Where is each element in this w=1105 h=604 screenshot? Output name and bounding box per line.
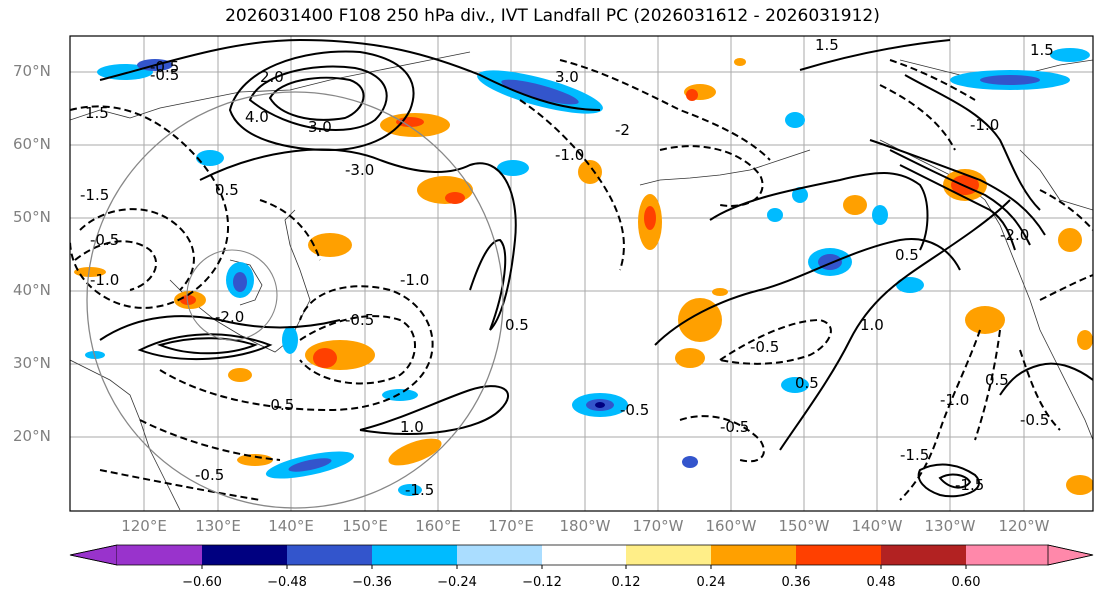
colorbar-tick-label: −0.60 bbox=[182, 575, 222, 590]
landfall-circle bbox=[86, 91, 504, 509]
contour-label: -0.5 bbox=[720, 418, 749, 436]
colorbar-extend-min bbox=[69, 544, 118, 566]
map-plot-area: -0.5 1.5 2.0 4.0 3.0 -3.0 3.0 -2 -1.0 -0… bbox=[70, 36, 1093, 511]
contour-label: -0.5 bbox=[1020, 411, 1049, 429]
positive-contours bbox=[99, 38, 1093, 498]
divergence-shading bbox=[74, 48, 1093, 496]
lon-label: 150°E bbox=[342, 517, 388, 535]
contour-label: -2.0 bbox=[1000, 226, 1029, 244]
contour-label: -0.5 bbox=[750, 338, 779, 356]
colorbar-swatch bbox=[881, 545, 966, 565]
contour-label: 0.5 bbox=[795, 374, 819, 392]
lon-label: 180°W bbox=[559, 517, 611, 535]
contour-label: -0.5 bbox=[620, 401, 649, 419]
contour-label: 4.0 bbox=[245, 108, 269, 126]
contour-label: -1.5 bbox=[900, 446, 929, 464]
contour-label: -0.5 bbox=[150, 66, 179, 84]
lat-label: 20°N bbox=[13, 427, 51, 445]
contour-label: -2.0 bbox=[215, 308, 244, 326]
contour-label: 1.5 bbox=[85, 104, 109, 122]
contour-label: -1.5 bbox=[80, 186, 109, 204]
colorbar-swatch bbox=[542, 545, 626, 565]
colorbar-tick-label: 0.48 bbox=[866, 575, 896, 590]
contour-label: 0.5 bbox=[505, 316, 529, 334]
contour-label: 3.0 bbox=[555, 68, 579, 86]
contour-label: 1.0 bbox=[400, 418, 424, 436]
contour-label: -0.5 bbox=[345, 311, 374, 329]
colorbar-swatch bbox=[711, 545, 796, 565]
colorbar-swatch bbox=[287, 545, 372, 565]
contour-label: 0.5 bbox=[985, 371, 1009, 389]
lat-label: 70°N bbox=[13, 62, 51, 80]
colorbar-swatch bbox=[372, 545, 457, 565]
contour-label: 0.5 bbox=[215, 181, 239, 199]
contour-label: -0.5 bbox=[90, 231, 119, 249]
lat-label: 60°N bbox=[13, 135, 51, 153]
contour-label: 1.5 bbox=[1030, 41, 1054, 59]
contour-label: -0.5 bbox=[195, 466, 224, 484]
contour-labels: -0.5 1.5 2.0 4.0 3.0 -3.0 3.0 -2 -1.0 -0… bbox=[80, 36, 1054, 499]
lat-label: 50°N bbox=[13, 208, 51, 226]
contour-label: -1.0 bbox=[90, 271, 119, 289]
contour-label: -1.5 bbox=[955, 476, 984, 494]
contour-label: 1.0 bbox=[860, 316, 884, 334]
lat-label: 30°N bbox=[13, 354, 51, 372]
lon-label: 140°E bbox=[268, 517, 314, 535]
colorbar-tick-label: −0.24 bbox=[437, 575, 477, 590]
map-frame bbox=[69, 35, 1094, 512]
lon-label: 160°W bbox=[705, 517, 757, 535]
lon-label: 160°E bbox=[415, 517, 461, 535]
colorbar bbox=[69, 544, 1094, 569]
contour-label: -1.0 bbox=[400, 271, 429, 289]
colorbar-tick-label: −0.36 bbox=[352, 575, 392, 590]
lon-label: 170°E bbox=[488, 517, 534, 535]
contour-label: -1.0 bbox=[555, 146, 584, 164]
inner-circle bbox=[186, 249, 278, 341]
colorbar-swatch bbox=[117, 545, 202, 565]
gridlines bbox=[70, 36, 1093, 511]
colorbar-tick-label: 0.24 bbox=[696, 575, 726, 590]
contour-label: 1.5 bbox=[815, 36, 839, 54]
contour-label: -1.0 bbox=[970, 116, 999, 134]
contour-label: -2 bbox=[615, 121, 630, 139]
contour-label: -1.5 bbox=[405, 481, 434, 499]
colorbar-tick-label: 0.60 bbox=[951, 575, 981, 590]
contour-label: 0.5 bbox=[895, 246, 919, 264]
colorbar-swatch bbox=[202, 545, 287, 565]
lon-label: 120°W bbox=[998, 517, 1050, 535]
contour-label: -0.5 bbox=[265, 396, 294, 414]
colorbar-tick-label: −0.48 bbox=[267, 575, 307, 590]
colorbar-extend-max bbox=[1047, 544, 1094, 566]
colorbar-swatch bbox=[796, 545, 881, 565]
colorbar-swatch bbox=[626, 545, 711, 565]
negative-contours bbox=[70, 59, 1093, 501]
lon-label: 170°W bbox=[632, 517, 684, 535]
colorbar-tick-label: −0.12 bbox=[522, 575, 562, 590]
contour-label: -3.0 bbox=[345, 161, 374, 179]
contour-label: -1.0 bbox=[940, 391, 969, 409]
map-title: 2026031400 F108 250 hPa div., IVT Landfa… bbox=[225, 6, 880, 26]
lon-label: 150°W bbox=[778, 517, 830, 535]
colorbar-swatch bbox=[966, 545, 1048, 565]
contour-label: 3.0 bbox=[308, 118, 332, 136]
lon-label: 140°W bbox=[851, 517, 903, 535]
contour-label: -0.5 bbox=[150, 58, 179, 76]
lat-label: 40°N bbox=[13, 281, 51, 299]
lon-label: 120°E bbox=[121, 517, 167, 535]
lon-label: 130°W bbox=[924, 517, 976, 535]
colorbar-swatch bbox=[457, 545, 542, 565]
contour-label: 2.0 bbox=[260, 68, 284, 86]
lon-label: 130°E bbox=[195, 517, 241, 535]
colorbar-tick-label: 0.12 bbox=[611, 575, 641, 590]
colorbar-tick-label: 0.36 bbox=[781, 575, 811, 590]
